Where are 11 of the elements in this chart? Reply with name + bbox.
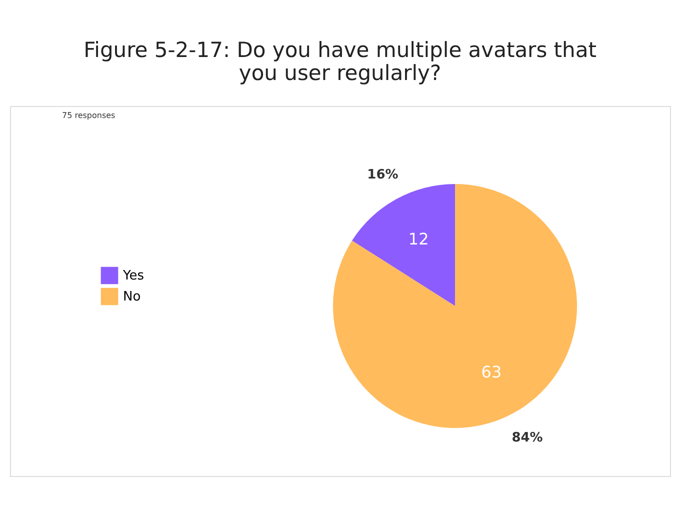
legend-label: Yes xyxy=(122,268,144,284)
pie-slice xyxy=(352,184,455,306)
text: 63 xyxy=(481,362,502,382)
text: 75 responses xyxy=(62,111,116,120)
data-label: 16% xyxy=(367,168,398,183)
legend-label: No xyxy=(123,290,141,304)
text: 12 xyxy=(408,230,429,249)
text: you user regularly? xyxy=(238,61,442,85)
data-label: 84% xyxy=(512,430,543,446)
text: Figure 5-2-17: Do you have multiple avatars that xyxy=(84,38,596,62)
pie-slice xyxy=(333,184,577,428)
